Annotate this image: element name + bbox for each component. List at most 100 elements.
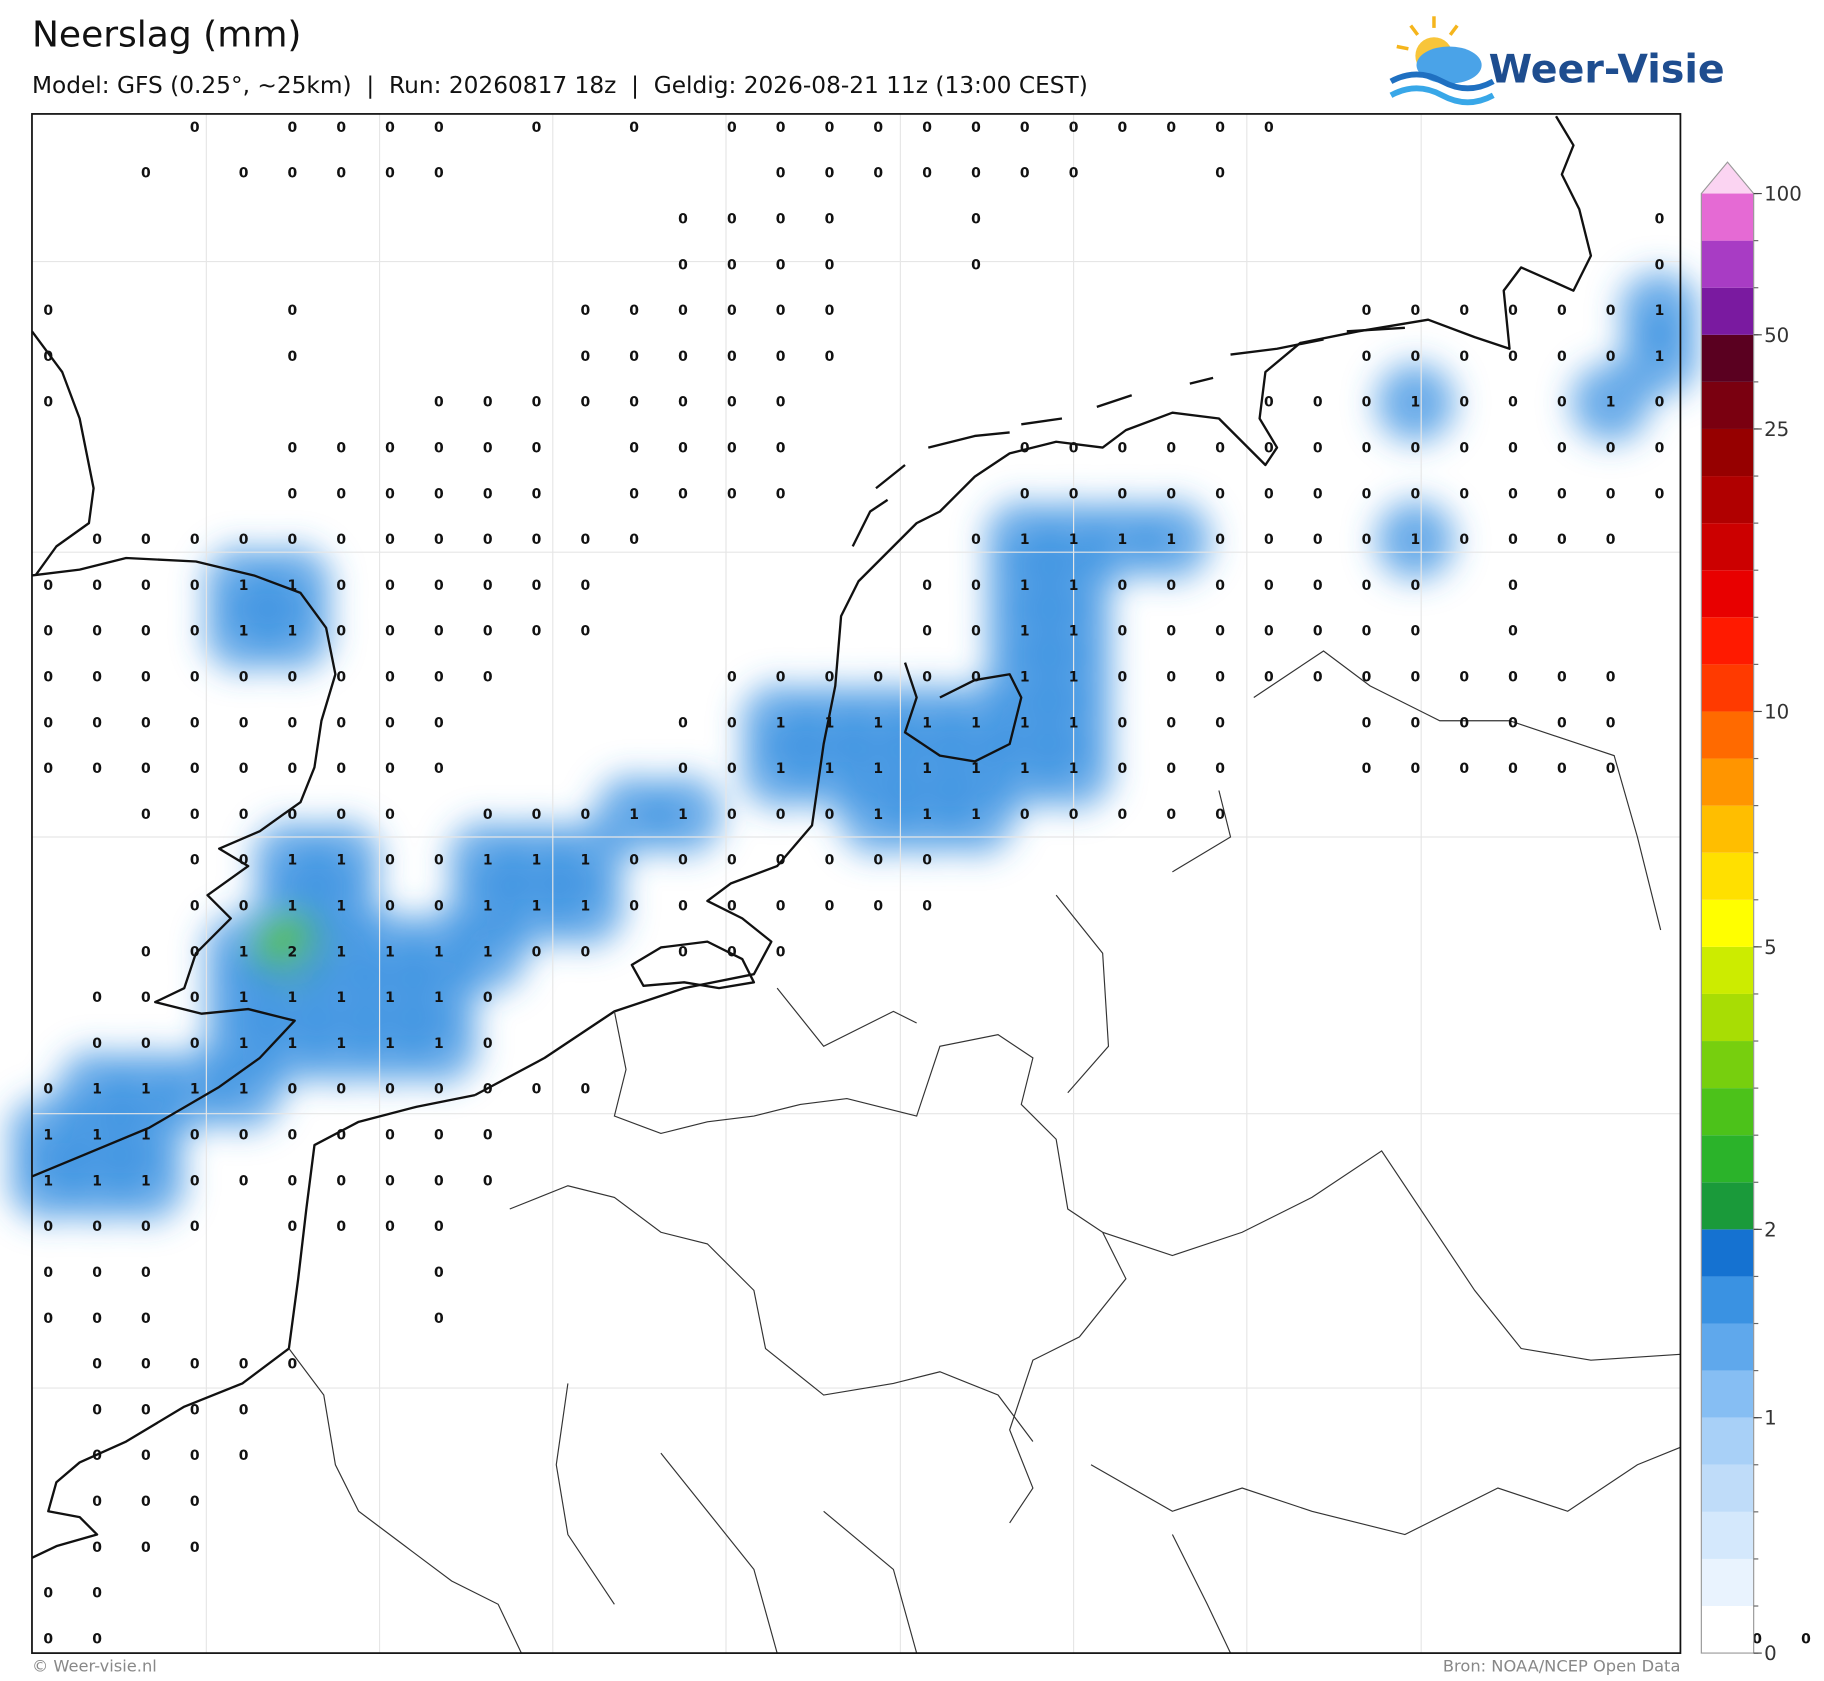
grid-value: 0 xyxy=(92,990,102,1006)
grid-value: 0 xyxy=(1118,715,1128,731)
grid-value: 0 xyxy=(776,899,786,915)
grid-value: 0 xyxy=(190,624,200,640)
grid-value: 0 xyxy=(776,807,786,823)
grid-value: 1 xyxy=(239,990,249,1006)
grid-value: 0 xyxy=(1215,532,1225,548)
grid-value: 0 xyxy=(922,166,932,182)
colorbar-bin xyxy=(1701,711,1754,759)
colorbar-bin xyxy=(1701,193,1754,241)
grid-value: 0 xyxy=(43,761,53,777)
grid-value: 0 xyxy=(43,395,53,411)
grid-value: 0 xyxy=(1362,486,1372,502)
grid-value: 0 xyxy=(434,899,444,915)
grid-value: 0 xyxy=(1313,486,1323,502)
grid-value: 0 xyxy=(336,715,346,731)
grid-value: 0 xyxy=(483,486,493,502)
grid-value: 1 xyxy=(1655,349,1665,365)
grid-value: 0 xyxy=(385,578,395,594)
grid-value: 0 xyxy=(336,624,346,640)
grid-value: 1 xyxy=(678,807,688,823)
grid-value: 0 xyxy=(288,120,298,136)
grid-value: 1 xyxy=(1655,303,1665,319)
colorbar-tick-label: 100 xyxy=(1764,183,1802,206)
grid-value: 0 xyxy=(727,853,737,869)
grid-value: 0 xyxy=(336,807,346,823)
grid-value: 0 xyxy=(385,166,395,182)
grid-value: 0 xyxy=(922,624,932,640)
grid-value: 0 xyxy=(1557,532,1567,548)
grid-value: 0 xyxy=(1166,120,1176,136)
grid-value: 0 xyxy=(483,1036,493,1052)
grid-value: 0 xyxy=(727,944,737,960)
grid-value: 0 xyxy=(971,257,981,273)
grid-value: 0 xyxy=(1557,715,1567,731)
grid-value: 1 xyxy=(43,1128,53,1144)
grid-value: 0 xyxy=(776,120,786,136)
grid-value: 0 xyxy=(1508,532,1518,548)
grid-value: 0 xyxy=(629,303,639,319)
grid-value: 0 xyxy=(678,944,688,960)
grid-value: 0 xyxy=(1411,440,1421,456)
colorbar-bin xyxy=(1701,899,1754,947)
colorbar-bin xyxy=(1701,1135,1754,1183)
grid-value: 0 xyxy=(483,1173,493,1189)
grid-value: 0 xyxy=(1215,166,1225,182)
grid-value: 1 xyxy=(239,1036,249,1052)
grid-value: 0 xyxy=(1313,395,1323,411)
grid-value: 1 xyxy=(971,715,981,731)
grid-value: 0 xyxy=(385,853,395,869)
grid-value: 1 xyxy=(239,1082,249,1098)
grid-value: 0 xyxy=(92,1311,102,1327)
precip-blob xyxy=(1131,500,1211,580)
grid-value: 0 xyxy=(1459,532,1469,548)
grid-value: 0 xyxy=(873,853,883,869)
grid-value: 0 xyxy=(1459,349,1469,365)
grid-value: 0 xyxy=(629,349,639,365)
grid-value: 0 xyxy=(483,624,493,640)
grid-value: 0 xyxy=(1557,761,1567,777)
grid-value: 0 xyxy=(1508,670,1518,686)
grid-value: 0 xyxy=(92,1586,102,1602)
grid-value: 1 xyxy=(1069,624,1079,640)
grid-value: 1 xyxy=(239,578,249,594)
grid-value: 0 xyxy=(1215,670,1225,686)
grid-value: 0 xyxy=(1411,761,1421,777)
grid-value: 0 xyxy=(873,120,883,136)
precip-blob xyxy=(643,775,723,855)
grid-value: 1 xyxy=(1069,532,1079,548)
value-labels: 0 0 0 0 0 0 0 0 0 0 0 0 0 0 0 0 0 0 0 0 0 0 0 0 0 0 0 0 0 0 0 0 0 0 0 0 0 0 0 0… xyxy=(43,120,1811,1648)
colorbar-bin xyxy=(1701,1229,1754,1277)
colorbar-tick-label: 1 xyxy=(1764,1407,1777,1430)
grid-value: 0 xyxy=(190,853,200,869)
grid-value: 0 xyxy=(239,1357,249,1373)
grid-value: 0 xyxy=(1118,670,1128,686)
grid-value: 0 xyxy=(92,1357,102,1373)
footer-right: Bron: NOAA/NCEP Open Data xyxy=(1443,1657,1681,1676)
grid-value: 0 xyxy=(288,1128,298,1144)
grid-value: 0 xyxy=(288,303,298,319)
grid-value: 0 xyxy=(971,624,981,640)
grid-value: 1 xyxy=(1606,395,1616,411)
grid-value: 0 xyxy=(336,761,346,777)
grid-value: 0 xyxy=(1069,120,1079,136)
grid-value: 0 xyxy=(629,440,639,456)
grid-value: 0 xyxy=(92,1219,102,1235)
grid-value: 0 xyxy=(43,1219,53,1235)
grid-value: 0 xyxy=(1557,395,1567,411)
grid-value: 1 xyxy=(336,1036,346,1052)
grid-value: 0 xyxy=(532,1082,542,1098)
grid-value: 0 xyxy=(580,944,590,960)
grid-value: 0 xyxy=(1362,715,1372,731)
grid-value: 0 xyxy=(1020,120,1030,136)
grid-value: 0 xyxy=(727,211,737,227)
grid-value: 0 xyxy=(1069,807,1079,823)
grid-value: 0 xyxy=(727,120,737,136)
grid-value: 0 xyxy=(190,1036,200,1052)
grid-value: 0 xyxy=(1166,624,1176,640)
grid-value: 0 xyxy=(141,166,151,182)
grid-value: 0 xyxy=(1069,440,1079,456)
grid-value: 0 xyxy=(776,257,786,273)
grid-value: 0 xyxy=(1655,395,1665,411)
colorbar-bin xyxy=(1701,664,1754,712)
grid-value: 0 xyxy=(1606,349,1616,365)
